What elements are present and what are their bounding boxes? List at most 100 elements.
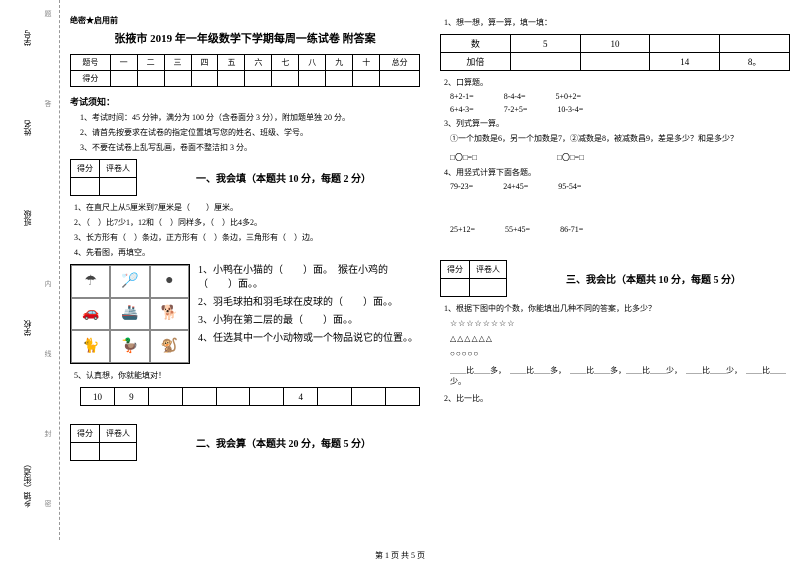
- c2c: 10-3-4=: [557, 105, 583, 114]
- sc-label: 得分: [71, 71, 111, 87]
- s2-q1: 1、想一想，算一算，填一填：: [444, 17, 790, 28]
- c1b: 8-4-4=: [504, 92, 526, 101]
- cell-shuttlecock-icon: 🏸: [110, 265, 149, 298]
- sc-v10: [353, 71, 380, 87]
- s1-q5: 5、认真想，你就能填对！: [74, 370, 420, 381]
- c2a: 6+4-3=: [450, 105, 474, 114]
- q4-sub4: 4、任选其中一个小动物或一个物品说它的位置。。: [198, 332, 420, 346]
- page-footer: 第 1 页 共 5 页: [0, 550, 800, 561]
- cell-ball-icon: ●: [150, 265, 189, 298]
- sc-h2: 二: [137, 55, 164, 71]
- ms2-c2: 评卷人: [100, 425, 137, 443]
- ms3-c1: 得分: [441, 261, 470, 279]
- q4-subquestions: 1、小鸭在小猫的（ ）面。 猴在小鸡的（ ）面。。 2、羽毛球拍和羽毛球在皮球的…: [198, 260, 420, 350]
- cell-dog-icon: 🐕: [150, 298, 189, 331]
- bind-label-xuehao: 学号: [22, 30, 33, 46]
- cell-umbrella-icon: ☂: [71, 265, 110, 298]
- vert-row-2: 25+12= 55+45= 86-71=: [450, 225, 790, 234]
- sc-h4: 四: [191, 55, 218, 71]
- dt-r2c2: [580, 53, 650, 71]
- ms1-b1: [71, 178, 100, 196]
- page-content: 绝密★启用前 张掖市 2019 年一年级数学下学期每周一练试卷 附答案 题号 一…: [70, 15, 790, 545]
- binding-margin: 学号 姓名 班级 学校 乡镇（街道） 题 答 内 线 封 密: [0, 0, 60, 540]
- nt-3: [182, 388, 216, 406]
- double-table: 数 5 10 加倍 14 8。: [440, 34, 790, 71]
- bind-label-class: 班级: [22, 210, 33, 226]
- c1c: 5+0+2=: [556, 92, 582, 101]
- s2-q3: 3、列式算一算。: [444, 118, 790, 129]
- s1-q4: 4、先看图，再填空。: [74, 247, 420, 258]
- exam-title: 张掖市 2019 年一年级数学下学期每周一练试卷 附答案: [70, 30, 420, 46]
- cell-cat-icon: 🐈: [71, 330, 110, 363]
- nt-6: 4: [284, 388, 318, 406]
- cell-monkey-icon: 🐒: [150, 330, 189, 363]
- cell-duck-icon: 🦆: [110, 330, 149, 363]
- bind-label-name: 姓名: [22, 120, 33, 136]
- dt-r2c3: 14: [650, 53, 720, 71]
- section3-title: 三、我会比（本题共 10 分，每题 5 分）: [517, 271, 790, 286]
- sc-h1: 一: [110, 55, 137, 71]
- ms1-c1: 得分: [71, 160, 100, 178]
- animal-grid: ☂ 🏸 ● 🚗 🚢 🐕 🐈 🦆 🐒: [70, 264, 190, 364]
- s1-q1: 1、在直尺上从5厘米到7厘米是（ ）厘米。: [74, 202, 420, 213]
- dt-r1c1: 5: [510, 35, 580, 53]
- dt-r1c2: 10: [580, 35, 650, 53]
- sc-v11: [380, 71, 420, 87]
- c2b: 7-2+5=: [504, 105, 528, 114]
- s1-q2: 2、（ ）比7少1，12和（ ）同样多，（ ）比4多2。: [74, 217, 420, 228]
- bind-label-school: 学校: [22, 320, 33, 336]
- instructions-head: 考试须知：: [70, 95, 420, 108]
- shapes-triangles: △△△△△△: [450, 334, 790, 343]
- dash-nei: 内: [43, 280, 53, 287]
- dash-feng: 封: [43, 430, 53, 437]
- sc-h3: 三: [164, 55, 191, 71]
- section1-title: 一、我会填（本题共 10 分，每题 2 分）: [147, 170, 420, 185]
- ms3-b2: [470, 279, 507, 297]
- v2b: 55+45=: [505, 225, 530, 234]
- ms2-c1: 得分: [71, 425, 100, 443]
- sc-v3: [164, 71, 191, 87]
- instr-2: 2、请首先按要求在试卷的指定位置填写您的姓名、班级、学号。: [80, 127, 420, 138]
- number-sequence-table: 10 9 4: [80, 387, 420, 406]
- score-value-row: 得分: [71, 71, 420, 87]
- nt-1: 9: [114, 388, 148, 406]
- q4-sub1: 1、小鸭在小猫的（ ）面。 猴在小鸡的（ ）面。。: [198, 264, 420, 292]
- nt-0: 10: [81, 388, 115, 406]
- nt-8: [352, 388, 386, 406]
- dt-r2c1: [510, 53, 580, 71]
- calc-row-1: 8+2-1= 8-4-4= 5+0+2=: [450, 92, 790, 101]
- bind-label-town: 乡镇（街道）: [22, 460, 33, 508]
- v1a: 79-23=: [450, 182, 473, 191]
- sc-v6: [245, 71, 272, 87]
- sc-v1: [110, 71, 137, 87]
- vert-row-1: 79-23= 24+45= 95-54=: [450, 182, 790, 191]
- shapes-circles: ○○○○○: [450, 349, 790, 358]
- mini-score-1: 得分评卷人: [70, 159, 137, 196]
- nt-2: [148, 388, 182, 406]
- sc-v2: [137, 71, 164, 87]
- s2-q4: 4、用竖式计算下面各题。: [444, 167, 790, 178]
- right-column: 1、想一想，算一算，填一填： 数 5 10 加倍 14 8。 2、口算题。 8+…: [440, 15, 790, 545]
- sc-v5: [218, 71, 245, 87]
- s2-q3-text: ①一个加数是6，另一个加数是7，②减数是8，被减数昌9，差是多少？和是多少？: [450, 133, 790, 144]
- dt-r2c0: 加倍: [441, 53, 511, 71]
- sc-v4: [191, 71, 218, 87]
- sc-h5: 五: [218, 55, 245, 71]
- calc-row-2: 6+4-3= 7-2+5= 10-3-4=: [450, 105, 790, 114]
- instr-3: 3、不要在试卷上乱写乱画，卷面不整洁扣 3 分。: [80, 142, 420, 153]
- sc-h9: 九: [326, 55, 353, 71]
- nt-7: [318, 388, 352, 406]
- v2a: 25+12=: [450, 225, 475, 234]
- nt-5: [250, 388, 284, 406]
- dash-da: 答: [43, 100, 53, 107]
- nt-4: [216, 388, 250, 406]
- dash-xian: 线: [43, 350, 53, 357]
- shapes-stars: ☆☆☆☆☆☆☆☆: [450, 319, 790, 328]
- nt-9: [386, 388, 420, 406]
- s2-q2: 2、口算题。: [444, 77, 790, 88]
- ms1-c2: 评卷人: [100, 160, 137, 178]
- dt-r1c4: [720, 35, 790, 53]
- sc-h8: 八: [299, 55, 326, 71]
- score-header-row: 题号 一 二 三 四 五 六 七 八 九 十 总分: [71, 55, 420, 71]
- ms1-b2: [100, 178, 137, 196]
